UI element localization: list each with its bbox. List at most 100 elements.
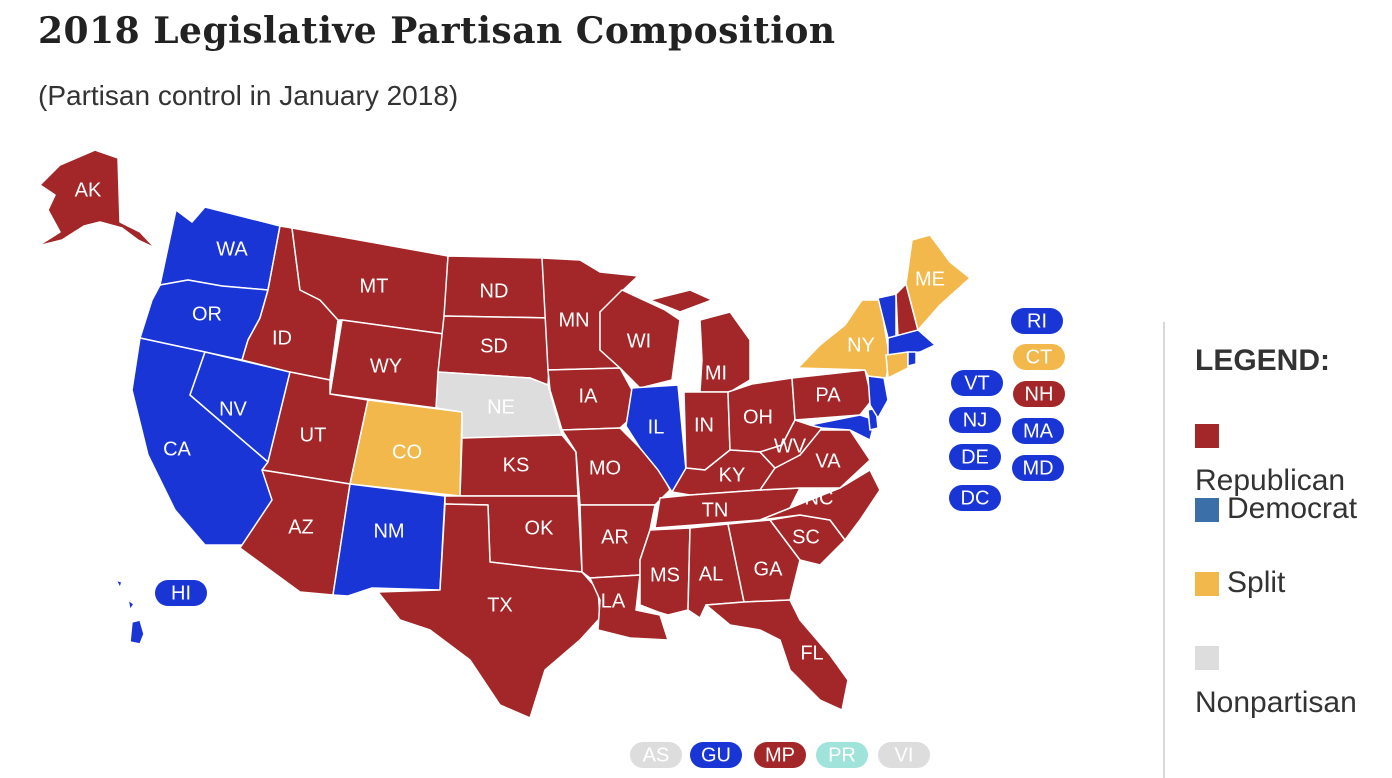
pill-bg-ma	[1012, 418, 1064, 444]
pill-bg-gu	[690, 742, 742, 768]
legend-item-split[interactable]: Split	[1195, 566, 1385, 646]
pill-hi[interactable]: HI	[155, 580, 207, 606]
legend-label-democrat: Democrat	[1227, 492, 1358, 525]
state-pa[interactable]	[791, 369, 873, 421]
label-ks: KS	[503, 454, 530, 476]
pill-bg-as	[630, 742, 682, 768]
legend-item-nonpartisan[interactable]: Nonpartisan	[1195, 646, 1385, 720]
pill-ma[interactable]: MA	[1012, 418, 1064, 444]
pill-label-gu: GU	[701, 744, 731, 766]
legend-label-republican: Republican	[1195, 464, 1346, 497]
state-ak[interactable]	[37, 149, 156, 249]
state-hi[interactable]	[115, 579, 145, 645]
label-nm: NM	[373, 520, 404, 542]
pill-bg-de	[949, 444, 1001, 470]
label-sd: SD	[480, 335, 508, 357]
label-in: IN	[694, 414, 714, 436]
label-nd: ND	[480, 280, 509, 302]
label-ms: MS	[650, 564, 680, 586]
label-al: AL	[699, 563, 723, 585]
label-wi: WI	[627, 330, 651, 352]
pill-bg-vt	[951, 370, 1003, 396]
label-fl: FL	[800, 642, 823, 664]
pill-label-nj: NJ	[963, 409, 987, 431]
state-il[interactable]	[625, 384, 687, 493]
pill-label-vt: VT	[964, 372, 990, 394]
label-ia: IA	[579, 385, 599, 407]
label-wy: WY	[370, 355, 402, 377]
legend-swatch-nonpartisan	[1195, 646, 1219, 670]
pill-label-de: DE	[961, 446, 989, 468]
pill-ct[interactable]: CT	[1013, 344, 1065, 370]
legend-label-nonpartisan: Nonpartisan	[1195, 686, 1357, 719]
state-ma[interactable]	[887, 329, 936, 356]
label-nv: NV	[219, 398, 247, 420]
label-ar: AR	[601, 526, 629, 548]
us-map: AK WA OR CA NV ID MT WY UT CO AZ NM ND S…	[37, 149, 1065, 768]
pill-bg-md	[1012, 455, 1064, 481]
label-co: CO	[392, 441, 422, 463]
label-ok: OK	[525, 517, 555, 539]
pill-label-ri: RI	[1027, 310, 1047, 332]
label-pa: PA	[815, 384, 841, 406]
pill-label-md: MD	[1022, 457, 1053, 479]
label-mn: MN	[558, 309, 589, 331]
pill-label-dc: DC	[961, 487, 990, 509]
label-wv: WV	[774, 435, 807, 457]
pill-bg-vi	[878, 742, 930, 768]
pill-nj[interactable]: NJ	[949, 407, 1001, 433]
state-la[interactable]	[589, 574, 669, 641]
state-ct[interactable]	[885, 351, 909, 379]
pill-bg-ct	[1013, 344, 1065, 370]
pill-pr[interactable]: PR	[816, 742, 868, 768]
pill-gu[interactable]: GU	[690, 742, 742, 768]
pill-de[interactable]: DE	[949, 444, 1001, 470]
legend-item-republican[interactable]: Republican	[1195, 424, 1385, 498]
label-or: OR	[192, 303, 222, 325]
pill-bg-nh	[1013, 381, 1065, 407]
pill-dc[interactable]: DC	[949, 485, 1001, 511]
state-nc[interactable]	[759, 469, 881, 541]
label-sc: SC	[792, 526, 820, 548]
label-va: VA	[815, 450, 841, 472]
legend-title: LEGEND:	[1195, 344, 1330, 377]
state-md[interactable]	[809, 414, 876, 441]
pill-mp[interactable]: MP	[754, 742, 806, 768]
pill-label-as: AS	[643, 744, 670, 766]
legend-swatch-democrat	[1195, 498, 1219, 522]
pill-label-ct: CT	[1026, 346, 1053, 368]
pill-bg-pr	[816, 742, 868, 768]
state-ga[interactable]	[727, 519, 801, 603]
pill-bg-hi	[155, 580, 207, 606]
legend-divider	[1163, 322, 1165, 778]
label-ky: KY	[719, 464, 746, 486]
legend-item-democrat[interactable]: Democrat	[1195, 492, 1385, 572]
state-mi[interactable]	[649, 289, 751, 393]
label-oh: OH	[743, 406, 773, 428]
pill-ri[interactable]: RI	[1011, 308, 1063, 334]
legend-swatch-split	[1195, 572, 1219, 596]
label-tx: TX	[487, 594, 513, 616]
pill-as[interactable]: AS	[630, 742, 682, 768]
pill-vt[interactable]: VT	[951, 370, 1003, 396]
label-wa: WA	[216, 238, 248, 260]
pill-label-pr: PR	[828, 744, 856, 766]
legend-label-split: Split	[1227, 566, 1286, 599]
state-ri[interactable]	[907, 351, 917, 367]
label-ne: NE	[487, 396, 515, 418]
state-wi[interactable]	[599, 289, 681, 389]
label-me: ME	[915, 268, 945, 290]
pill-md[interactable]: MD	[1012, 455, 1064, 481]
label-ut: UT	[300, 424, 327, 446]
pill-label-mp: MP	[765, 744, 795, 766]
state-fl[interactable]	[705, 599, 849, 711]
state-ny[interactable]	[797, 299, 891, 379]
pill-label-ma: MA	[1023, 420, 1054, 442]
state-tx[interactable]	[377, 503, 601, 719]
pill-vi[interactable]: VI	[878, 742, 930, 768]
pill-bg-ri	[1011, 308, 1063, 334]
state-me[interactable]	[905, 234, 971, 331]
pill-bg-nj	[949, 407, 1001, 433]
label-mt: MT	[360, 275, 389, 297]
pill-nh[interactable]: NH	[1013, 381, 1065, 407]
